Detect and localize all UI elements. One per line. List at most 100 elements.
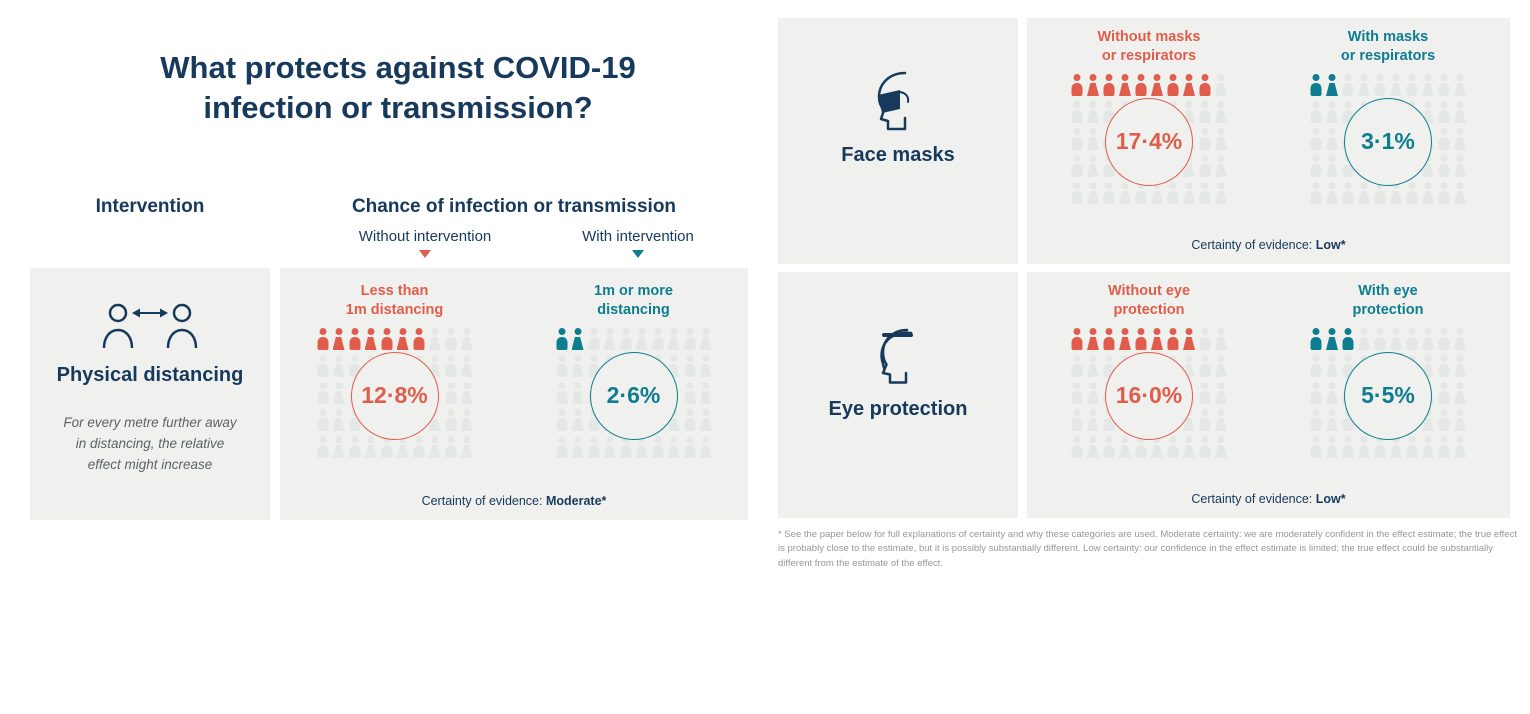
masks-with-pictogram-wrap: 3·1% [1308,74,1468,209]
person-icon [572,382,583,404]
person-icon [333,409,344,431]
person-icon [700,382,711,404]
person-icon [572,409,583,431]
person-icon [333,328,344,350]
person-icon [556,328,567,350]
person-icon [1327,355,1338,377]
person-icon [684,328,695,350]
person-icon [1168,182,1179,204]
person-icon [572,436,583,458]
person-icon [445,409,456,431]
person-icon [445,355,456,377]
person-icon [1311,355,1322,377]
person-icon [556,436,567,458]
physical-distancing-icon [102,300,198,352]
person-icon [1391,328,1402,350]
title-line-2: infection or transmission? [203,90,593,126]
person-icon [1072,101,1083,123]
person-icon [1184,328,1195,350]
person-icon [349,436,360,458]
person-icon [1423,328,1434,350]
physical-distancing-note: For every metre further away in distanci… [63,415,237,472]
person-icon [333,436,344,458]
person-icon [1455,74,1466,96]
person-icon [1216,436,1227,458]
person-icon [1439,409,1450,431]
distancing-without-pictogram-wrap: 12·8% [315,328,475,463]
person-icon [1104,74,1115,96]
person-icon [1104,328,1115,350]
person-icon [1216,382,1227,404]
person-icon [1072,409,1083,431]
person-icon [365,328,376,350]
person-icon [1072,436,1083,458]
person-icon [1184,436,1195,458]
person-icon [1423,182,1434,204]
person-icon [1439,128,1450,150]
person-icon [1088,436,1099,458]
masks-with-percentage: 3·1% [1344,97,1432,186]
person-icon [652,328,663,350]
person-icon [429,436,440,458]
person-icon [1216,101,1227,123]
person-icon [1343,182,1354,204]
person-icon [365,436,376,458]
teal-down-arrow-icon [632,250,644,258]
person-icon [1120,182,1131,204]
person-icon [1088,409,1099,431]
person-icon [1407,328,1418,350]
masks-with-group: With masks or respirators 3·1% [1286,28,1491,264]
red-down-arrow-icon [419,250,431,258]
person-icon [1375,74,1386,96]
eye-without-group: Without eye protection 16·0% [1047,282,1252,518]
person-icon [1200,74,1211,96]
person-icon [1072,355,1083,377]
masks-with-label: With masks or respirators [1340,29,1436,64]
person-icon [1311,101,1322,123]
person-icon [1439,436,1450,458]
person-icon [1455,355,1466,377]
person-icon [556,409,567,431]
person-icon [1168,436,1179,458]
eye-without-pictogram-wrap: 16·0% [1069,328,1229,463]
eye-without-percentage: 16·0% [1105,351,1193,440]
person-icon [700,355,711,377]
panel-title-physical-distancing: Physical distancing [56,364,244,386]
person-icon [1072,74,1083,96]
person-icon [668,328,679,350]
face-mask-icon [871,70,925,132]
physical-distancing-chart-panel: Less than 1m distancing 12·8% 1m or more… [280,268,748,520]
person-icon [1423,74,1434,96]
person-icon [333,355,344,377]
person-icon [1359,182,1370,204]
person-icon [588,328,599,350]
person-icon [413,436,424,458]
person-icon [1311,155,1322,177]
person-icon [636,328,647,350]
person-icon [1327,182,1338,204]
person-icon [1120,74,1131,96]
person-icon [700,436,711,458]
panel-title-eye-protection: Eye protection [828,398,968,420]
person-icon [1455,328,1466,350]
title-line-1: What protects against COVID-19 [160,50,636,85]
person-icon [1104,182,1115,204]
masks-certainty: Certainty of evidence: Low* [1191,238,1346,252]
person-icon [1327,436,1338,458]
person-icon [1088,328,1099,350]
person-icon [1200,436,1211,458]
person-icon [1200,155,1211,177]
person-icon [461,328,472,350]
without-intervention-header: Without intervention [330,228,520,258]
intervention-column-header: Intervention [95,196,205,217]
person-icon [684,436,695,458]
person-icon [620,328,631,350]
distancing-with-pictogram-wrap: 2·6% [554,328,714,463]
person-icon [461,436,472,458]
page-title: What protects against COVID-19 infection… [40,48,756,129]
person-icon [1359,436,1370,458]
person-icon [445,328,456,350]
person-icon [1200,382,1211,404]
person-icon [1136,74,1147,96]
person-icon [1184,74,1195,96]
